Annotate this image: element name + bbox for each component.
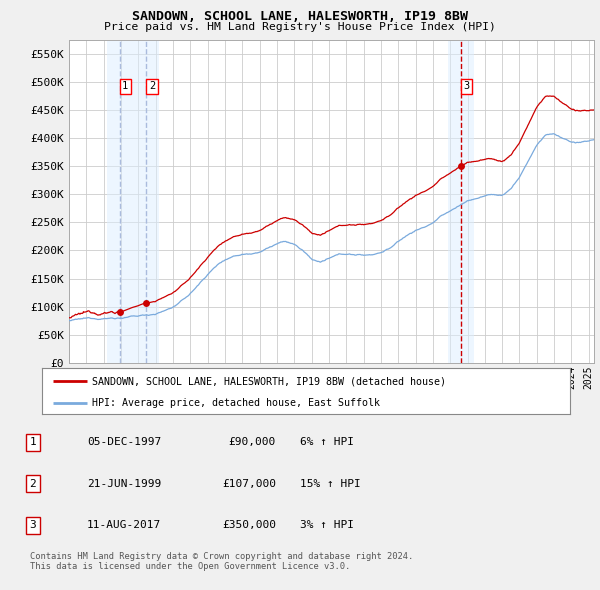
Text: 3: 3 xyxy=(29,520,37,530)
Text: 15% ↑ HPI: 15% ↑ HPI xyxy=(300,479,361,489)
Text: 1: 1 xyxy=(122,81,128,91)
Text: Contains HM Land Registry data © Crown copyright and database right 2024.
This d: Contains HM Land Registry data © Crown c… xyxy=(30,552,413,571)
Text: 1: 1 xyxy=(29,437,37,447)
Text: 3% ↑ HPI: 3% ↑ HPI xyxy=(300,520,354,530)
Text: SANDOWN, SCHOOL LANE, HALESWORTH, IP19 8BW (detached house): SANDOWN, SCHOOL LANE, HALESWORTH, IP19 8… xyxy=(92,376,446,386)
Bar xyxy=(133,40,160,363)
Text: £107,000: £107,000 xyxy=(222,479,276,489)
Text: 2: 2 xyxy=(149,81,155,91)
Text: 6% ↑ HPI: 6% ↑ HPI xyxy=(300,437,354,447)
Text: 2: 2 xyxy=(29,479,37,489)
Text: Price paid vs. HM Land Registry's House Price Index (HPI): Price paid vs. HM Land Registry's House … xyxy=(104,22,496,32)
Text: £90,000: £90,000 xyxy=(229,437,276,447)
Text: HPI: Average price, detached house, East Suffolk: HPI: Average price, detached house, East… xyxy=(92,398,380,408)
Text: 21-JUN-1999: 21-JUN-1999 xyxy=(87,479,161,489)
Text: 11-AUG-2017: 11-AUG-2017 xyxy=(87,520,161,530)
Text: £350,000: £350,000 xyxy=(222,520,276,530)
Text: 05-DEC-1997: 05-DEC-1997 xyxy=(87,437,161,447)
Bar xyxy=(107,40,133,363)
Bar xyxy=(448,40,474,363)
Text: SANDOWN, SCHOOL LANE, HALESWORTH, IP19 8BW: SANDOWN, SCHOOL LANE, HALESWORTH, IP19 8… xyxy=(132,10,468,23)
Text: 3: 3 xyxy=(463,81,470,91)
